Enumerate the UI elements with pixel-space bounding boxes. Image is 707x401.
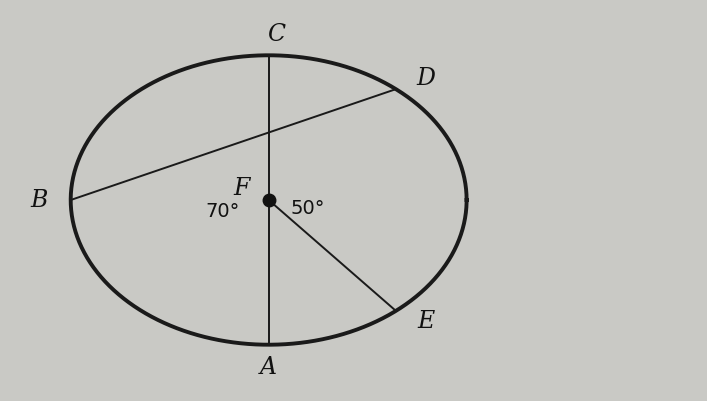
Text: F: F	[233, 177, 250, 200]
Text: B: B	[30, 189, 47, 212]
Text: A: A	[260, 355, 277, 379]
Text: C: C	[267, 22, 285, 46]
Text: E: E	[417, 310, 434, 332]
Text: 70°: 70°	[206, 201, 240, 220]
Text: D: D	[416, 67, 435, 89]
Text: 50°: 50°	[291, 198, 325, 217]
